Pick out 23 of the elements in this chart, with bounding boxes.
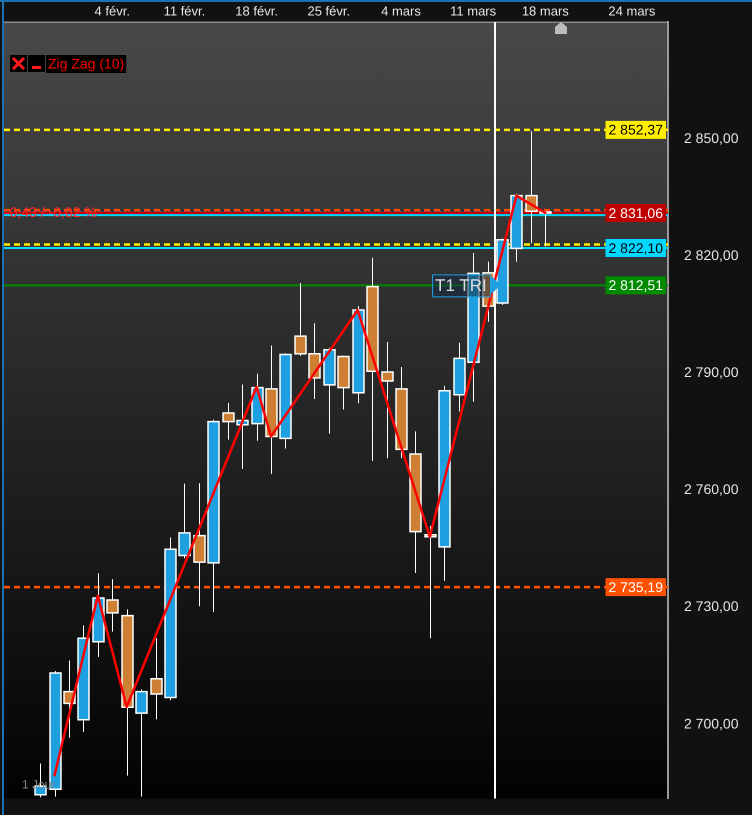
annotation: -0,43 / -0,02 % — [5, 204, 97, 220]
x-tick-label: 4 févr. — [94, 4, 130, 19]
annotation: 1 Jour — [22, 778, 56, 792]
text: Zig Zag (10) — [48, 55, 124, 72]
y-tick-label: 2 820,00 — [684, 247, 739, 264]
y-tick-label: 2 700,00 — [684, 715, 739, 732]
y-tick-label: 2 760,00 — [684, 481, 739, 498]
x-tick-label: 25 févr. — [307, 4, 350, 19]
ref-line-label: 2 812,51 — [608, 277, 664, 294]
x-tick-label: 11 mars — [450, 4, 497, 19]
x-tick-label: 4 mars — [381, 4, 422, 19]
ref-line-label: 2 822,10 — [608, 240, 664, 256]
x-tick-label: 18 mars — [522, 4, 570, 19]
ref-line-label: 2 852,37 — [608, 122, 664, 138]
ref-line-label: 2 831,06 — [608, 204, 664, 221]
x-tick-label: 24 mars — [608, 4, 656, 19]
x-tick-label: 11 févr. — [164, 4, 206, 19]
x-tick-label: 18 févr. — [235, 4, 278, 19]
annotation: T1 TRI — [435, 276, 487, 296]
y-tick-label: 2 790,00 — [684, 364, 739, 380]
y-tick-label: 2 850,00 — [684, 130, 739, 146]
y-tick-label: 2 730,00 — [684, 598, 739, 614]
ref-line-label: 2 735,19 — [608, 578, 664, 595]
